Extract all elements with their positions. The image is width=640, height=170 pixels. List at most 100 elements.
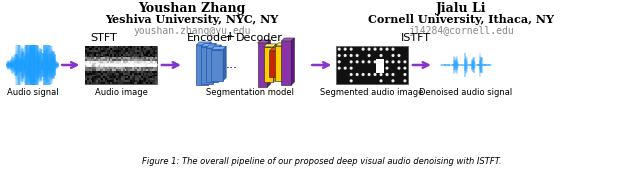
Polygon shape	[291, 38, 294, 85]
Bar	[107, 82, 109, 84]
Bar	[148, 55, 150, 57]
Circle shape	[153, 64, 156, 66]
Bar	[119, 57, 122, 59]
Bar	[154, 82, 156, 84]
Bar	[154, 49, 156, 52]
Bar	[105, 80, 107, 82]
Bar	[114, 72, 116, 74]
Circle shape	[339, 61, 340, 63]
Circle shape	[339, 48, 340, 50]
Bar	[137, 82, 140, 84]
Bar	[136, 70, 138, 73]
Bar	[112, 49, 114, 52]
Bar	[96, 74, 98, 76]
Circle shape	[404, 74, 406, 75]
Bar	[103, 46, 105, 48]
Text: j14284@cornell.edu: j14284@cornell.edu	[408, 26, 513, 36]
Polygon shape	[282, 41, 291, 85]
Bar	[139, 69, 141, 71]
Bar	[94, 70, 96, 73]
Bar	[132, 51, 134, 54]
Bar	[148, 51, 150, 54]
Bar	[96, 82, 98, 84]
Bar	[123, 78, 125, 80]
Bar	[145, 72, 147, 74]
Circle shape	[380, 67, 382, 69]
Bar	[155, 51, 157, 54]
Bar	[114, 65, 116, 67]
Bar	[150, 63, 152, 65]
Bar	[87, 76, 89, 78]
Bar	[119, 49, 122, 52]
Bar	[139, 53, 141, 55]
Bar	[123, 53, 125, 55]
Bar	[103, 78, 105, 80]
Bar	[101, 51, 104, 54]
Circle shape	[350, 80, 352, 82]
Bar	[94, 61, 96, 63]
Bar	[107, 55, 109, 57]
Bar	[143, 69, 145, 71]
Bar	[85, 48, 87, 50]
Bar	[100, 78, 102, 80]
Bar	[127, 74, 129, 76]
Bar	[127, 61, 129, 63]
Bar	[143, 72, 145, 74]
Bar	[118, 53, 120, 55]
Bar	[128, 57, 131, 59]
Bar	[139, 74, 141, 76]
Bar	[98, 48, 100, 50]
Bar	[152, 57, 154, 59]
Bar	[141, 63, 143, 65]
Bar	[91, 61, 93, 63]
Bar	[152, 65, 154, 67]
Bar	[152, 76, 154, 78]
Bar	[96, 57, 98, 59]
Bar	[130, 55, 132, 57]
Bar	[146, 48, 148, 50]
Bar	[91, 49, 93, 52]
Bar	[141, 51, 143, 54]
Bar	[118, 72, 120, 74]
Bar	[152, 51, 154, 54]
Bar	[146, 67, 148, 69]
Polygon shape	[201, 47, 213, 83]
Bar	[123, 63, 125, 65]
Bar	[155, 78, 157, 80]
Bar	[114, 51, 116, 54]
Bar	[100, 61, 102, 63]
Bar	[125, 76, 127, 78]
Circle shape	[380, 48, 382, 50]
Bar	[132, 78, 134, 80]
Circle shape	[398, 55, 400, 56]
Polygon shape	[211, 49, 223, 81]
Bar	[143, 55, 145, 57]
Polygon shape	[269, 48, 282, 51]
Bar	[141, 57, 143, 59]
Bar	[130, 80, 132, 82]
Bar	[114, 59, 116, 61]
Bar	[134, 65, 136, 67]
Bar	[94, 48, 96, 50]
Bar	[137, 57, 140, 59]
Bar	[148, 65, 150, 67]
Bar	[146, 53, 148, 55]
Bar	[127, 70, 129, 73]
Bar	[112, 70, 114, 73]
Bar	[137, 72, 140, 74]
Bar	[89, 48, 91, 50]
Bar	[85, 67, 87, 69]
Bar	[103, 69, 105, 71]
Bar	[103, 72, 105, 74]
Bar	[119, 70, 122, 73]
Bar	[143, 46, 145, 48]
Bar	[98, 72, 100, 74]
Bar	[87, 78, 89, 80]
Bar	[152, 48, 154, 50]
Bar	[139, 51, 141, 54]
Bar	[112, 65, 114, 67]
Circle shape	[141, 64, 143, 66]
Bar	[128, 69, 131, 71]
Bar	[154, 80, 156, 82]
Bar	[145, 59, 147, 61]
